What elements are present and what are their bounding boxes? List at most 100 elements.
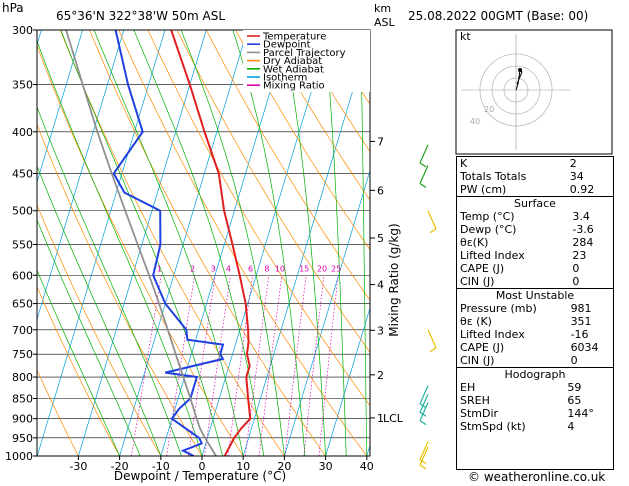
km-axis: 7 6 5 4 3 2 1 LCL [370,135,404,425]
mixing-ratio-label: 25 [331,264,341,273]
mixing-ratio-line [188,275,216,456]
pressure-tick-label: 400 [12,126,33,139]
wet-adiabat [93,30,244,456]
mixing-ratio-label: 1 [157,264,162,273]
location-title: 65°36'N 322°38'W 50m ASL [56,9,225,23]
wind-barbs [419,144,437,470]
surface-label: Dewp (°C) [460,223,517,236]
wet-adiabat [37,106,182,456]
surface-value: 23 [572,249,587,262]
surface-label: Temp (°C) [460,210,515,223]
most-unstable-label: θε (K) [460,315,492,328]
mixing-ratio-label: 4 [226,264,231,273]
isotherm-line [78,30,207,456]
hodograph-row: StmDir 144° [457,407,613,420]
surface-value: -3.6 [572,223,594,236]
index-label: K [460,157,468,170]
most-unstable-value: 351 [570,315,592,328]
mixing-ratio-line [166,275,195,456]
hodograph-title: Hodograph [504,368,566,381]
dewpoint-line [112,30,225,456]
dry-adiabat [293,30,370,153]
plot-lines [65,30,252,456]
pressure-tick-label: 550 [12,238,33,251]
temperature-tick-label: -10 [152,460,170,473]
hodograph-kt-label: kt [460,30,471,43]
mixing-ratio-line [258,275,283,456]
legend-label: Parcel Trajectory [263,48,346,59]
hodograph-row: SREH 65 [457,394,613,407]
mixing-ratio-line [303,275,325,456]
surface-row: Dewp (°C) -3.6 [457,223,613,236]
pressure-tick-label: 500 [12,205,33,218]
mixing-ratio-line [318,275,339,456]
most-unstable-value: 981 [570,302,592,315]
wet-adiabat [133,30,265,456]
pressure-tick-label: 1000 [5,450,33,463]
mixing-ratio-label: 3 [211,264,216,273]
hodograph-value: 4 [567,420,575,433]
temperature-tick-label: 20 [277,460,291,473]
temperature-tick-label: 30 [319,460,333,473]
km-tick-label: 4 [377,279,384,292]
wind-barb [427,210,437,234]
temperature-tick-label: 40 [360,460,374,473]
hodograph-row: EH 59 [457,381,613,394]
mixing-ratio-line [244,275,270,456]
hodograph-value: 65 [567,394,582,407]
wet-adiabat [60,30,223,456]
mixing-ratio-line [284,275,307,456]
hodograph-value: 144° [567,407,594,420]
index-row: Totals Totals 34 [457,170,613,183]
wet-adiabat [324,30,347,456]
most-unstable-title: Most Unstable [495,289,575,302]
most-unstable-label: CIN (J) [460,354,495,367]
isotherm-line [201,30,331,456]
footer-credit: © weatheronline.co.uk [468,470,606,484]
surface-row: Lifted Index 23 [457,249,613,262]
wet-adiabat [232,30,306,456]
hodograph: kt 20 40 [455,29,613,155]
dry-adiabat [37,44,244,456]
surface-value: 0 [572,275,580,288]
isotherm-line [37,30,125,321]
temperature-axis: -30 -20 -10 0 10 20 30 40 [69,456,374,473]
most-unstable-label: Pressure (mb) [460,302,537,315]
indices-panel: K 2 Totals Totals 34 PW (cm) 0.92 Surface Tem… [456,156,614,470]
pressure-tick-label: 750 [12,348,33,361]
dry-adiabat [206,30,370,302]
wet-adiabat [37,165,162,456]
wet-adiabat [37,219,141,456]
isotherm-line [37,30,83,184]
surface-row: CAPE (J) 0 [457,262,613,275]
km-tick-label: 6 [377,184,384,197]
hodograph-label: EH [460,381,476,394]
dry-adiabat [118,30,368,456]
surface-label: CAPE (J) [460,262,505,275]
indices-table: K 2 Totals Totals 34 PW (cm) 0.92 [457,157,613,196]
dry-adiabat [37,285,120,456]
most-unstable-row: Lifted Index -16 [457,328,613,341]
index-label: Totals Totals [460,170,527,183]
most-unstable-row: Pressure (mb) 981 [457,302,613,315]
temperature-tick-label: 0 [199,460,206,473]
surface-value: 0 [572,262,580,275]
wind-barb [419,446,429,470]
legend-label: Temperature [262,32,326,43]
pressure-tick-label: 600 [12,269,33,282]
mixing-ratio-axis-label: Mixing Ratio (g/kg) [387,223,401,336]
km-tick-label: 3 [377,324,384,337]
pressure-tick-label: 950 [12,432,33,445]
hodograph-label: StmDir [460,407,499,420]
km-tick-label: 7 [377,135,384,148]
plot-grid [37,30,370,456]
hodograph-point [518,68,522,72]
pressure-axis: 300 350 400 450 500 550 600 650 700 750 800 850 900 9… [5,24,37,463]
pressure-tick-label: 800 [12,371,33,384]
isotherm-line [160,30,289,456]
temperature-line [170,30,252,456]
surface-label: Lifted Index [460,249,525,262]
dry-adiabat [37,369,79,456]
